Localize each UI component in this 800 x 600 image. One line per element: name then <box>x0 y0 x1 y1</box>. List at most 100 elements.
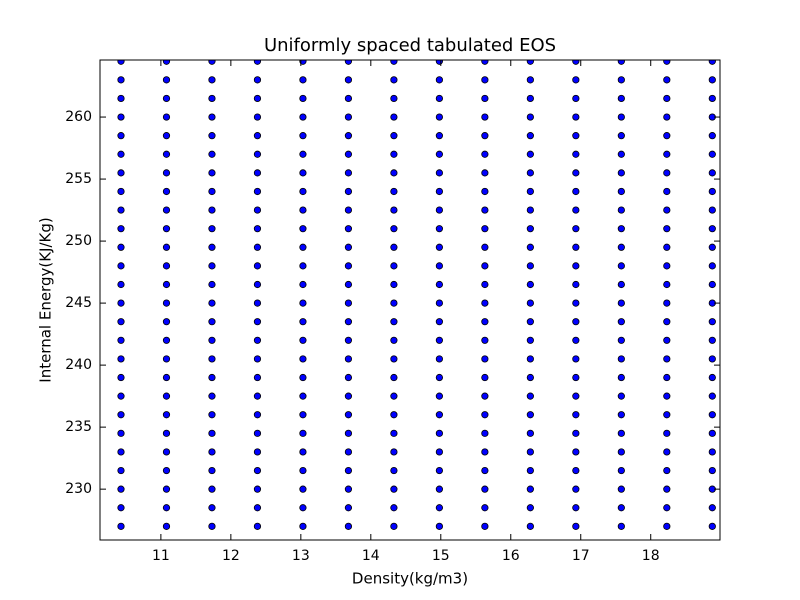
point <box>572 280 580 289</box>
point <box>117 355 125 363</box>
point <box>572 113 580 121</box>
point <box>663 392 671 400</box>
point <box>481 485 489 493</box>
point <box>253 206 262 214</box>
point <box>299 504 307 512</box>
point <box>253 485 262 493</box>
point <box>617 113 625 121</box>
point <box>617 429 625 437</box>
point <box>435 373 443 382</box>
point <box>617 299 625 307</box>
point <box>299 262 307 270</box>
point <box>390 373 398 382</box>
point <box>572 132 580 140</box>
point <box>208 504 216 512</box>
point <box>435 113 443 121</box>
y-tick-label: 240 <box>65 357 92 373</box>
point <box>708 355 716 363</box>
point <box>117 280 125 289</box>
point <box>435 522 443 530</box>
point <box>481 373 489 382</box>
point <box>663 76 671 84</box>
point <box>663 280 671 289</box>
point <box>390 336 398 344</box>
point <box>663 318 671 326</box>
point <box>117 243 125 251</box>
point <box>253 522 262 530</box>
point <box>253 150 262 158</box>
point <box>162 243 171 251</box>
point <box>390 392 398 400</box>
point <box>299 243 307 251</box>
point <box>526 299 534 307</box>
point <box>526 60 534 65</box>
point <box>663 336 671 344</box>
point <box>481 504 489 512</box>
point <box>299 318 307 326</box>
point <box>299 225 307 233</box>
point <box>162 448 171 456</box>
point <box>299 411 307 419</box>
point <box>208 392 216 400</box>
point <box>526 336 534 344</box>
point <box>435 150 443 158</box>
point <box>117 76 125 84</box>
point <box>708 429 716 437</box>
point <box>708 132 716 140</box>
point <box>344 299 353 307</box>
point <box>526 280 534 289</box>
point <box>435 132 443 140</box>
point <box>572 355 580 363</box>
point <box>390 466 398 475</box>
point <box>299 429 307 437</box>
point <box>526 94 534 103</box>
point <box>617 522 625 530</box>
point <box>208 243 216 251</box>
point <box>253 355 262 363</box>
point <box>390 485 398 493</box>
point <box>435 318 443 326</box>
point <box>526 113 534 121</box>
point <box>526 206 534 214</box>
point <box>481 60 489 65</box>
point <box>344 94 353 103</box>
point <box>390 504 398 512</box>
point <box>708 243 716 251</box>
y-tick-label: 235 <box>65 419 92 435</box>
point <box>481 187 489 196</box>
point <box>208 355 216 363</box>
point <box>344 243 353 251</box>
point <box>708 466 716 475</box>
point <box>481 262 489 270</box>
point <box>117 187 125 196</box>
point <box>708 169 716 177</box>
point <box>390 318 398 326</box>
point <box>253 187 262 196</box>
point <box>253 411 262 419</box>
point <box>526 466 534 475</box>
point <box>663 225 671 233</box>
point <box>481 206 489 214</box>
point <box>344 392 353 400</box>
x-tick-label: 18 <box>642 548 660 564</box>
point <box>526 243 534 251</box>
point <box>208 187 216 196</box>
point <box>162 466 171 475</box>
point <box>572 225 580 233</box>
point <box>208 225 216 233</box>
point <box>572 318 580 326</box>
point <box>526 355 534 363</box>
point <box>572 169 580 177</box>
point <box>617 94 625 103</box>
point <box>708 150 716 158</box>
point <box>117 466 125 475</box>
point <box>663 504 671 512</box>
point <box>572 150 580 158</box>
point <box>253 373 262 382</box>
point <box>572 485 580 493</box>
point <box>572 299 580 307</box>
point <box>117 504 125 512</box>
point <box>663 113 671 121</box>
point <box>344 504 353 512</box>
